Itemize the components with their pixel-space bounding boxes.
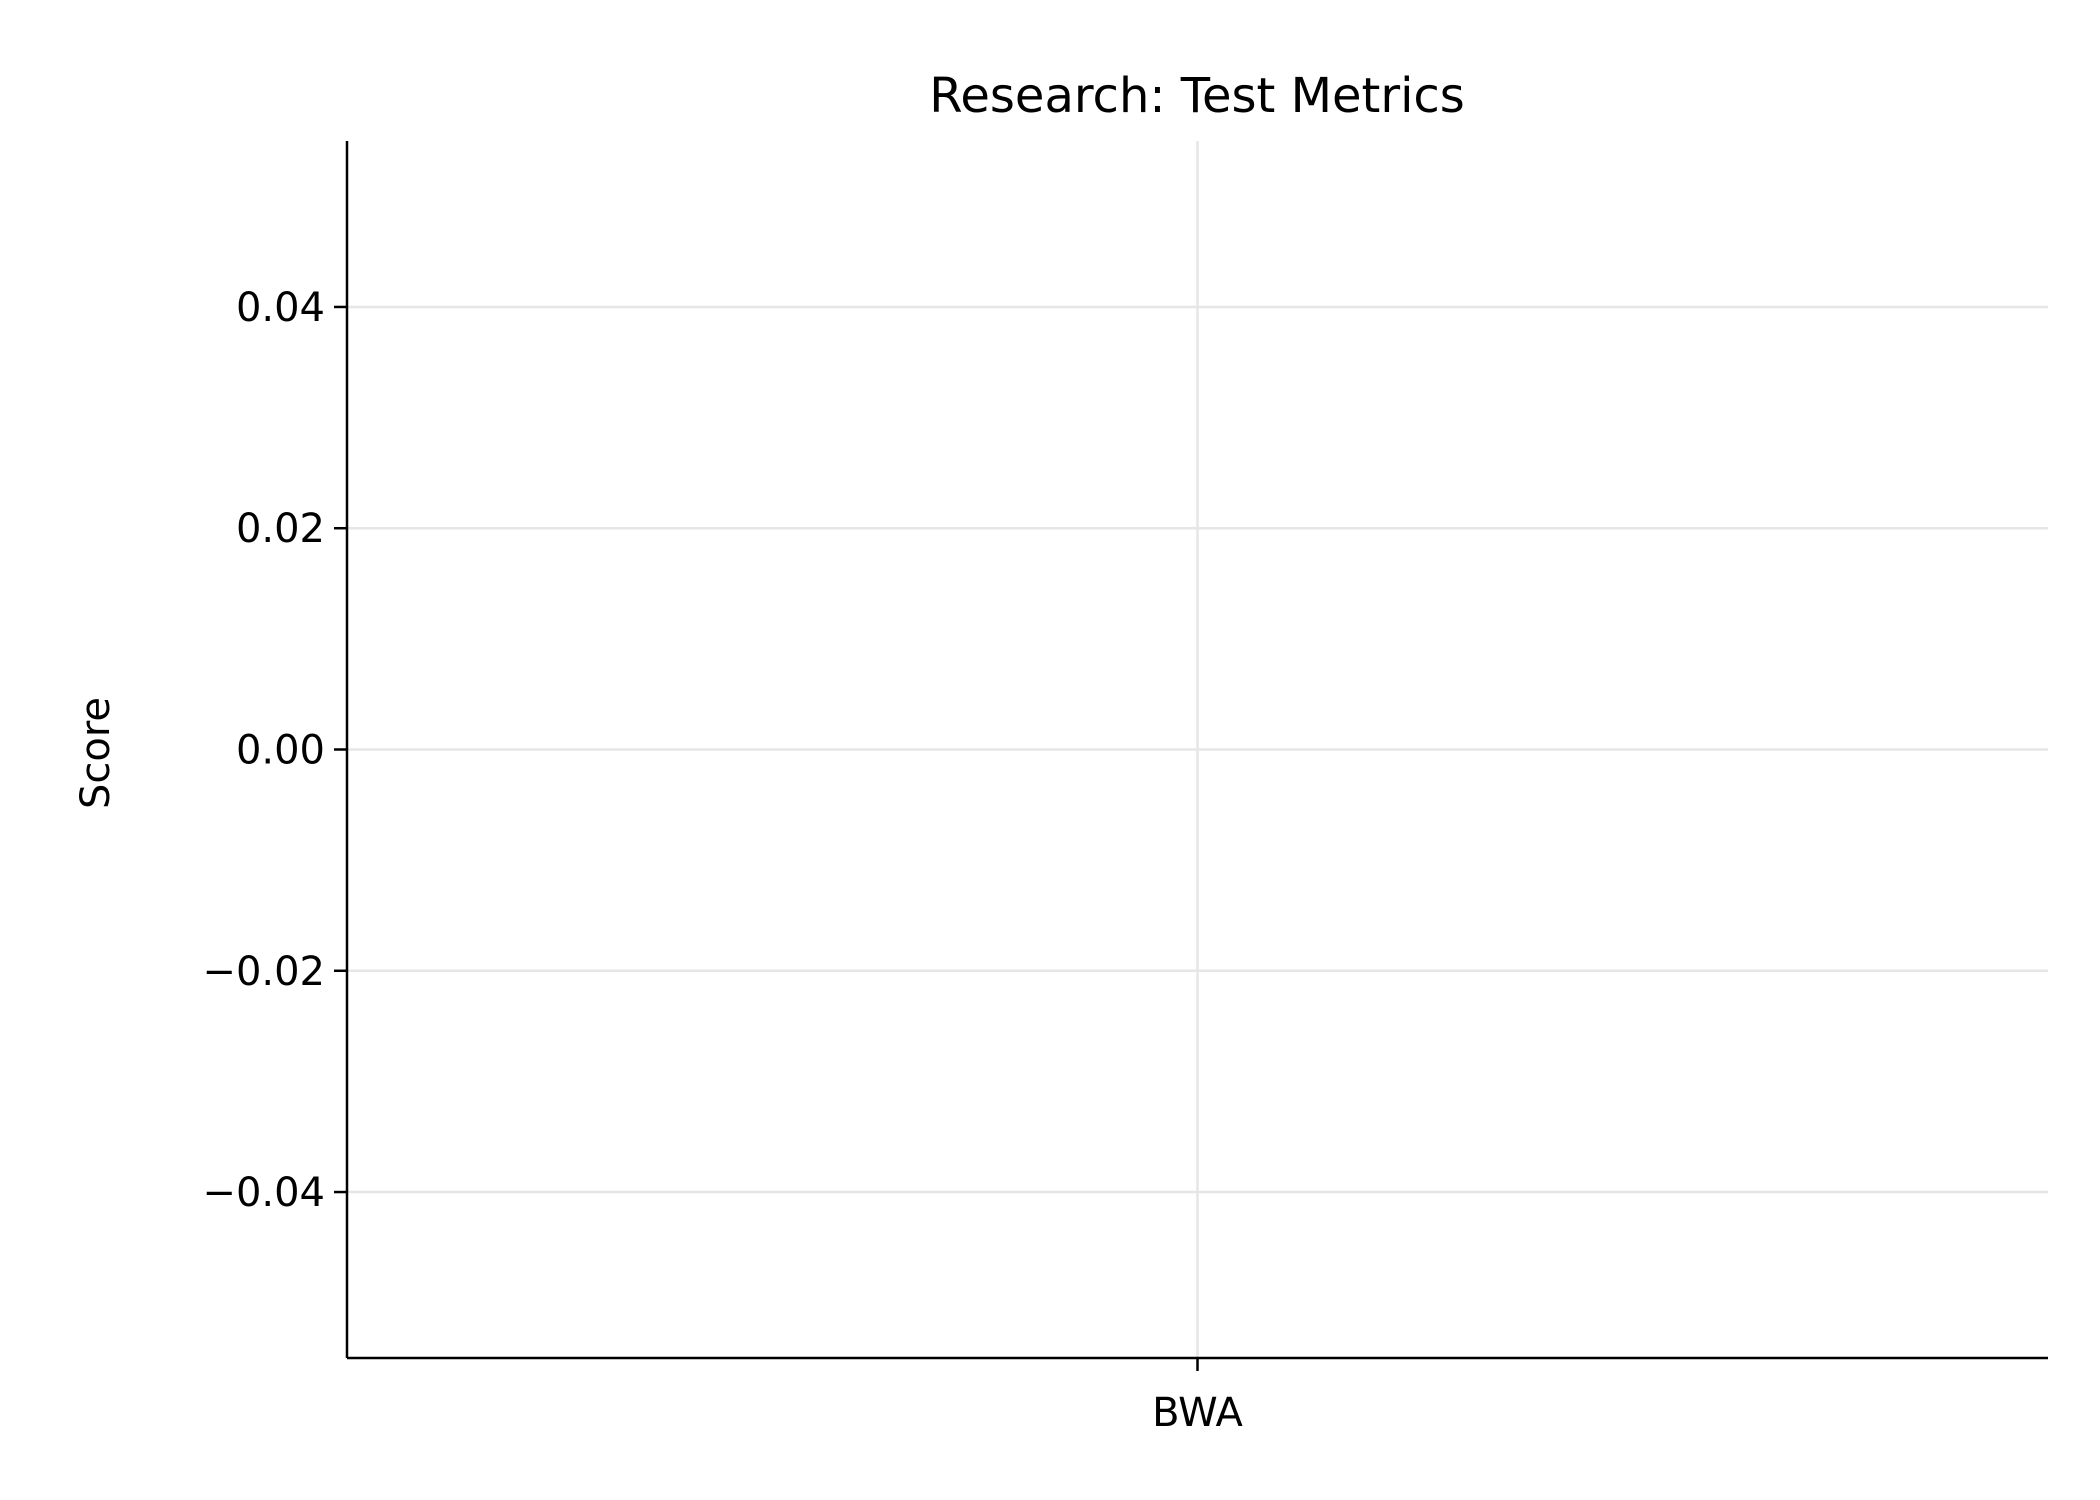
ticks-layer: −0.04 −0.02 0.00 0.02 0.04 BWA [202, 285, 1243, 1436]
chart-title: Research: Test Metrics [929, 68, 1465, 124]
y-tick-label: 0.02 [236, 506, 325, 552]
y-tick-label: −0.04 [202, 1170, 325, 1216]
y-axis-label: Score [73, 697, 119, 809]
y-tick-label: 0.00 [236, 728, 325, 774]
grid-layer [347, 141, 2048, 1358]
y-tick-label: −0.02 [202, 949, 325, 995]
x-tick-label: BWA [1152, 1390, 1243, 1436]
y-tick-label: 0.04 [236, 285, 325, 331]
